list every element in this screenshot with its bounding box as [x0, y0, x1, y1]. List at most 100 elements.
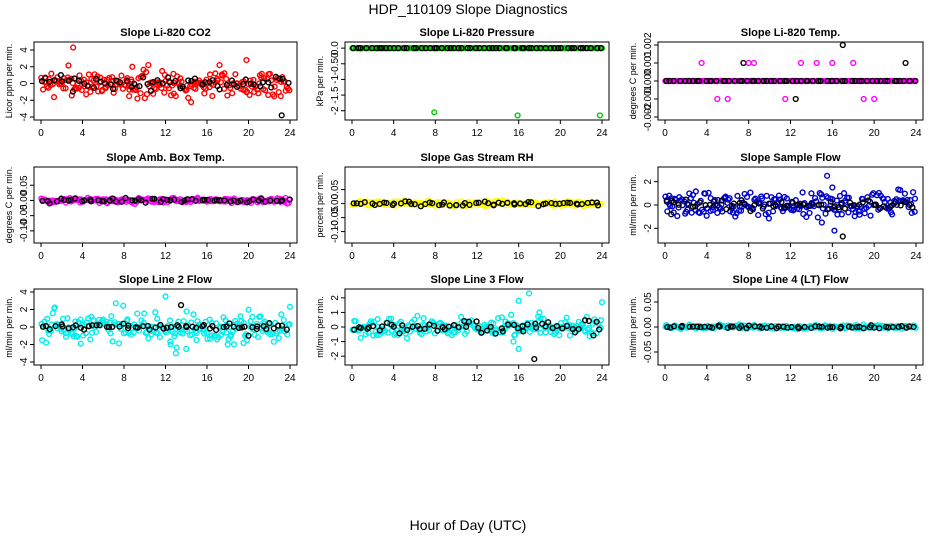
- data-point: [258, 195, 265, 202]
- data-point: [414, 312, 421, 319]
- x-tick-label: 24: [284, 373, 296, 384]
- data-point: [142, 199, 149, 206]
- data-point: [232, 71, 239, 78]
- data-point: [402, 198, 409, 205]
- outlier-point: [813, 59, 820, 67]
- data-point: [125, 322, 132, 329]
- data-point: [120, 302, 127, 309]
- data-point: [855, 208, 862, 215]
- data-point: [245, 306, 252, 313]
- data-point: [145, 335, 152, 342]
- data-point: [166, 317, 174, 324]
- outlier-point: [797, 59, 805, 67]
- data-point: [109, 74, 116, 81]
- data-point: [213, 196, 220, 204]
- data-point: [233, 83, 241, 91]
- data-point: [45, 76, 53, 83]
- data-point: [911, 195, 919, 202]
- data-point: [839, 77, 846, 85]
- plot-area: [38, 194, 293, 208]
- data-point: [727, 323, 734, 330]
- data-point: [498, 325, 506, 332]
- data-point: [39, 323, 47, 330]
- data-point: [107, 81, 114, 88]
- data-point: [743, 193, 751, 201]
- data-point: [450, 321, 458, 329]
- data-point: [404, 326, 411, 334]
- data-point: [838, 199, 845, 207]
- data-point: [796, 202, 804, 209]
- data-point: [109, 323, 116, 331]
- data-point: [783, 202, 791, 209]
- data-point: [283, 326, 290, 333]
- data-point: [593, 318, 600, 325]
- data-point: [106, 74, 113, 81]
- data-point: [58, 78, 66, 85]
- outlier-point: [860, 95, 867, 103]
- data-point: [240, 81, 247, 88]
- data-point: [563, 322, 571, 330]
- plot-frame: [344, 41, 610, 121]
- x-tick-label: 0: [662, 128, 668, 139]
- data-point: [275, 322, 282, 329]
- data-point: [867, 212, 874, 219]
- data-point: [682, 77, 689, 85]
- y-tick-label: 2: [19, 306, 30, 312]
- data-point: [134, 95, 141, 102]
- data-point: [475, 199, 482, 206]
- data-point: [60, 85, 67, 92]
- outlier-point: [70, 44, 77, 51]
- data-point: [154, 315, 161, 322]
- y-tick-label: -0.10: [19, 219, 30, 242]
- data-point: [204, 196, 211, 203]
- data-point: [209, 92, 216, 100]
- data-point: [151, 195, 158, 202]
- data-point: [457, 313, 465, 320]
- x-tick-label: 4: [80, 373, 86, 384]
- y-tick-label: 2: [643, 178, 654, 184]
- data-point: [285, 79, 292, 87]
- data-point: [136, 83, 143, 90]
- data-point: [696, 199, 703, 206]
- x-tick-label: 20: [555, 128, 567, 139]
- y-tick-label: 4: [19, 47, 30, 53]
- data-point: [897, 202, 904, 209]
- data-point: [286, 321, 293, 328]
- x-tick-label: 16: [827, 373, 839, 384]
- data-point: [487, 323, 494, 331]
- data-point: [137, 90, 144, 97]
- data-point: [201, 196, 208, 203]
- data-point: [525, 198, 532, 206]
- y-axis-label: ml/min per min.: [628, 296, 638, 358]
- outlier-point: [839, 233, 846, 240]
- x-tick-label: 20: [243, 251, 255, 262]
- data-point: [271, 93, 278, 100]
- plot-area: [38, 44, 293, 119]
- data-point: [408, 200, 415, 207]
- x-tick-label: 8: [433, 373, 439, 384]
- data-point: [132, 86, 139, 94]
- data-point: [745, 322, 752, 329]
- data-point: [675, 201, 682, 208]
- plot-area: [662, 42, 919, 103]
- x-tick-label: 24: [596, 128, 608, 139]
- data-point: [466, 201, 473, 208]
- data-point: [52, 322, 59, 330]
- data-point: [666, 77, 673, 85]
- data-point: [758, 195, 766, 202]
- data-point: [430, 322, 438, 329]
- data-point: [714, 202, 721, 209]
- x-tick-label: 0: [349, 373, 355, 384]
- data-point: [224, 92, 231, 99]
- y-tick-label: 2: [19, 64, 30, 70]
- data-point: [70, 333, 77, 340]
- data-point: [557, 45, 564, 52]
- data-point: [565, 45, 572, 52]
- data-point: [412, 45, 420, 52]
- data-point: [179, 330, 186, 337]
- data-point: [209, 322, 216, 330]
- outlier-point: [902, 59, 909, 67]
- data-point: [192, 197, 199, 204]
- data-point: [374, 316, 381, 323]
- x-tick-label: 12: [785, 373, 797, 384]
